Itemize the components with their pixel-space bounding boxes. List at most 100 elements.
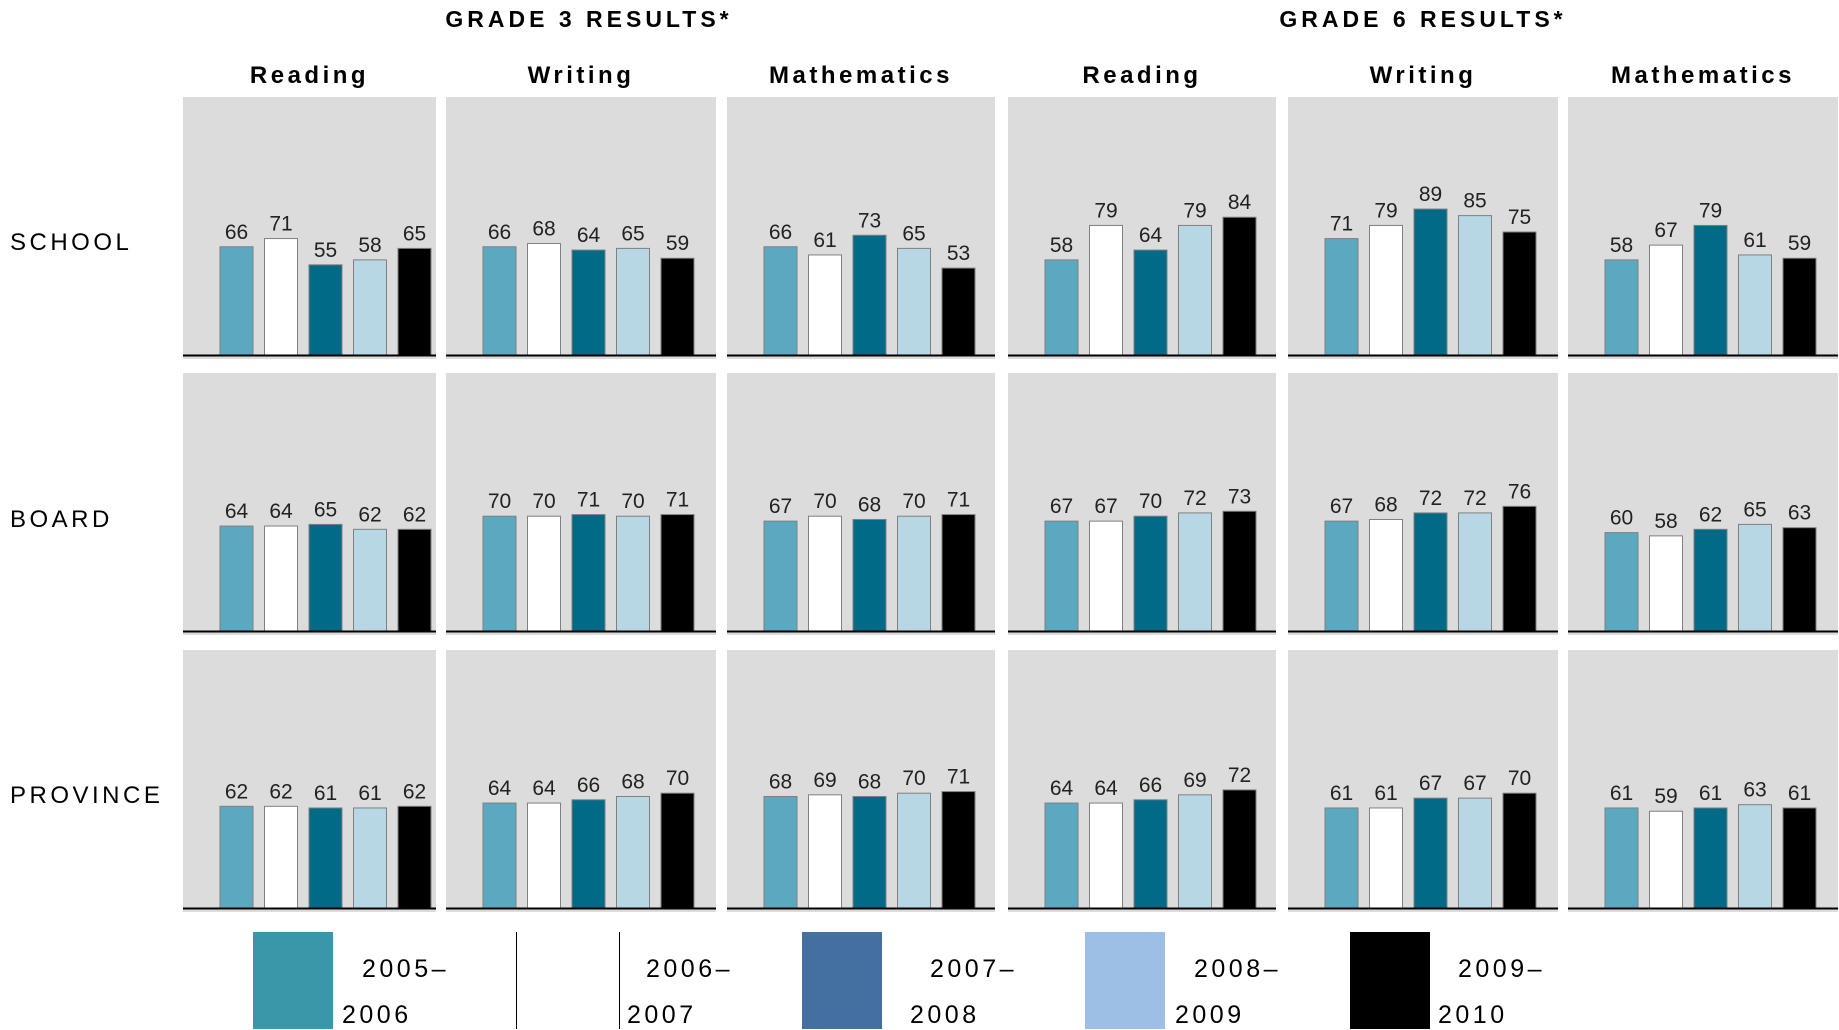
data-label: 65	[621, 222, 644, 245]
legend-swatch	[253, 932, 333, 1029]
chart-panel: 62 62 61 61 62	[183, 650, 436, 912]
data-label: 64	[1094, 777, 1118, 800]
data-label: 70	[1508, 767, 1531, 790]
bar	[763, 246, 798, 356]
chart-panel: 68 69 68 70 71	[727, 650, 995, 912]
bar-chart: 66 68 64 65 59	[446, 217, 716, 357]
chart-panel: 61 59 61 63 61	[1568, 650, 1838, 912]
data-label: 79	[1699, 199, 1722, 222]
data-label: 70	[813, 490, 836, 513]
data-label: 84	[1228, 191, 1252, 214]
data-label: 68	[1374, 493, 1397, 516]
bar	[1178, 794, 1212, 909]
bar	[1089, 802, 1123, 909]
bar	[1324, 238, 1359, 356]
data-label: 58	[1654, 510, 1677, 533]
chart-panel: 66 68 64 65 59	[446, 97, 716, 359]
bar-chart: 66 61 73 65 53	[727, 209, 995, 357]
bar	[571, 249, 606, 356]
subject-label: Reading	[249, 62, 370, 89]
data-label: 58	[1610, 234, 1633, 257]
data-label: 68	[621, 770, 644, 793]
bar	[482, 246, 517, 356]
data-label: 85	[1463, 190, 1486, 213]
data-label: 61	[314, 782, 337, 805]
bar	[1604, 532, 1639, 632]
data-label: 70	[488, 490, 511, 513]
bar	[1604, 259, 1639, 356]
grade-title: GRADE 3 RESULTS*	[445, 6, 733, 32]
data-label: 68	[769, 770, 792, 793]
bar	[264, 238, 298, 356]
subject-label: Writing	[1369, 62, 1477, 89]
data-label: 73	[1228, 485, 1251, 508]
data-label: 67	[1463, 772, 1486, 795]
bar	[353, 259, 387, 356]
bar	[1089, 520, 1123, 632]
data-label: 71	[666, 489, 689, 512]
bar	[1649, 244, 1683, 356]
bar	[897, 247, 931, 356]
bar	[1693, 807, 1728, 909]
bar	[941, 514, 976, 632]
bar	[264, 525, 298, 632]
data-label: 64	[1139, 224, 1163, 247]
data-label: 72	[1463, 487, 1486, 510]
legend-swatch	[1350, 932, 1430, 1029]
bar-chart: 64 64 65 62 62	[183, 498, 436, 633]
subject-label: Mathematics	[769, 62, 953, 89]
chart-panel: 67 68 72 72 76	[1288, 373, 1558, 635]
bar	[308, 807, 343, 909]
data-label: 65	[403, 222, 426, 245]
bar	[660, 792, 695, 909]
data-label: 70	[902, 767, 925, 790]
data-label: 59	[1654, 785, 1677, 808]
bar	[527, 242, 561, 356]
bar	[616, 515, 650, 632]
bar	[1369, 807, 1403, 909]
bar-chart: 71 79 89 85 75	[1288, 183, 1558, 357]
bar	[852, 234, 887, 356]
bar	[1324, 807, 1359, 909]
legend-swatch-border	[619, 932, 620, 1029]
bar	[1413, 208, 1448, 356]
data-label: 62	[269, 780, 292, 803]
row-label: PROVINCE	[10, 782, 164, 809]
data-label: 63	[1743, 779, 1766, 802]
data-label: 89	[1419, 183, 1442, 206]
grade-title: GRADE 6 RESULTS*	[1279, 6, 1567, 32]
data-label: 76	[1508, 480, 1531, 503]
data-label: 61	[358, 782, 381, 805]
bar	[219, 805, 254, 909]
bar	[482, 515, 517, 632]
legend-label: 2006	[342, 1001, 412, 1029]
bar	[808, 254, 842, 356]
subject-label: Mathematics	[1611, 62, 1795, 89]
data-label: 66	[225, 221, 248, 244]
data-label: 67	[1654, 219, 1677, 242]
data-label: 66	[488, 221, 511, 244]
legend-label: 2009	[1175, 1001, 1245, 1029]
bar	[1693, 224, 1728, 356]
data-label: 71	[1330, 213, 1353, 236]
bar	[527, 802, 561, 909]
bar	[852, 518, 887, 632]
chart-panel: 71 79 89 85 75	[1288, 97, 1558, 359]
bar	[219, 525, 254, 632]
bar-chart: 60 58 62 65 63	[1568, 498, 1838, 633]
data-label: 53	[947, 242, 970, 265]
bar	[660, 257, 695, 356]
bar	[1133, 249, 1168, 356]
bar-chart: 58 67 79 61 59	[1568, 199, 1838, 357]
data-label: 72	[1183, 487, 1206, 510]
bar-chart: 67 68 72 72 76	[1288, 480, 1558, 633]
bar	[897, 792, 931, 909]
bar	[1738, 804, 1772, 909]
bar	[1413, 512, 1448, 632]
bar	[808, 515, 842, 632]
data-label: 67	[1094, 495, 1117, 518]
data-label: 72	[1419, 487, 1442, 510]
data-label: 58	[358, 234, 381, 257]
bar	[353, 807, 387, 909]
data-label: 61	[1610, 782, 1633, 805]
